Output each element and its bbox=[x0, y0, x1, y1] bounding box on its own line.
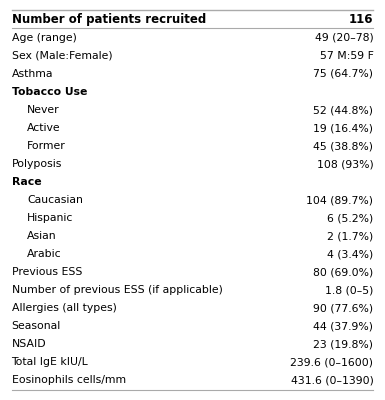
Text: 45 (38.8%): 45 (38.8%) bbox=[313, 141, 373, 151]
Text: Hispanic: Hispanic bbox=[27, 213, 73, 223]
Text: Number of previous ESS (if applicable): Number of previous ESS (if applicable) bbox=[12, 285, 223, 295]
Text: 239.6 (0–1600): 239.6 (0–1600) bbox=[290, 358, 373, 368]
Text: 2 (1.7%): 2 (1.7%) bbox=[327, 231, 373, 241]
Text: Never: Never bbox=[27, 105, 60, 115]
Text: Total IgE kIU/L: Total IgE kIU/L bbox=[12, 358, 88, 368]
Text: Polyposis: Polyposis bbox=[12, 159, 62, 169]
Text: 116: 116 bbox=[349, 12, 373, 26]
Text: Active: Active bbox=[27, 123, 60, 133]
Text: Tobacco Use: Tobacco Use bbox=[12, 87, 87, 97]
Text: Race: Race bbox=[12, 177, 41, 187]
Text: 57 M:59 F: 57 M:59 F bbox=[320, 51, 373, 61]
Text: Asthma: Asthma bbox=[12, 69, 53, 79]
Text: Caucasian: Caucasian bbox=[27, 195, 83, 205]
Text: 6 (5.2%): 6 (5.2%) bbox=[327, 213, 373, 223]
Text: 1.8 (0–5): 1.8 (0–5) bbox=[325, 285, 373, 295]
Text: 108 (93%): 108 (93%) bbox=[317, 159, 373, 169]
Text: 90 (77.6%): 90 (77.6%) bbox=[313, 303, 373, 313]
Text: Allergies (all types): Allergies (all types) bbox=[12, 303, 116, 313]
Text: Age (range): Age (range) bbox=[12, 33, 77, 43]
Text: 52 (44.8%): 52 (44.8%) bbox=[313, 105, 373, 115]
Text: Number of patients recruited: Number of patients recruited bbox=[12, 12, 206, 26]
Text: 19 (16.4%): 19 (16.4%) bbox=[313, 123, 373, 133]
Text: Asian: Asian bbox=[27, 231, 57, 241]
Text: Former: Former bbox=[27, 141, 66, 151]
Text: NSAID: NSAID bbox=[12, 340, 46, 350]
Text: Previous ESS: Previous ESS bbox=[12, 267, 82, 277]
Text: 4 (3.4%): 4 (3.4%) bbox=[327, 249, 373, 259]
Text: Arabic: Arabic bbox=[27, 249, 62, 259]
Text: Eosinophils cells/mm: Eosinophils cells/mm bbox=[12, 376, 126, 386]
Text: 75 (64.7%): 75 (64.7%) bbox=[313, 69, 373, 79]
Text: 80 (69.0%): 80 (69.0%) bbox=[313, 267, 373, 277]
Text: 23 (19.8%): 23 (19.8%) bbox=[313, 340, 373, 350]
Text: Sex (Male:Female): Sex (Male:Female) bbox=[12, 51, 112, 61]
Text: 49 (20–78): 49 (20–78) bbox=[315, 33, 373, 43]
Text: 431.6 (0–1390): 431.6 (0–1390) bbox=[291, 376, 373, 386]
Text: 104 (89.7%): 104 (89.7%) bbox=[306, 195, 373, 205]
Text: 44 (37.9%): 44 (37.9%) bbox=[313, 321, 373, 331]
Text: Seasonal: Seasonal bbox=[12, 321, 61, 331]
